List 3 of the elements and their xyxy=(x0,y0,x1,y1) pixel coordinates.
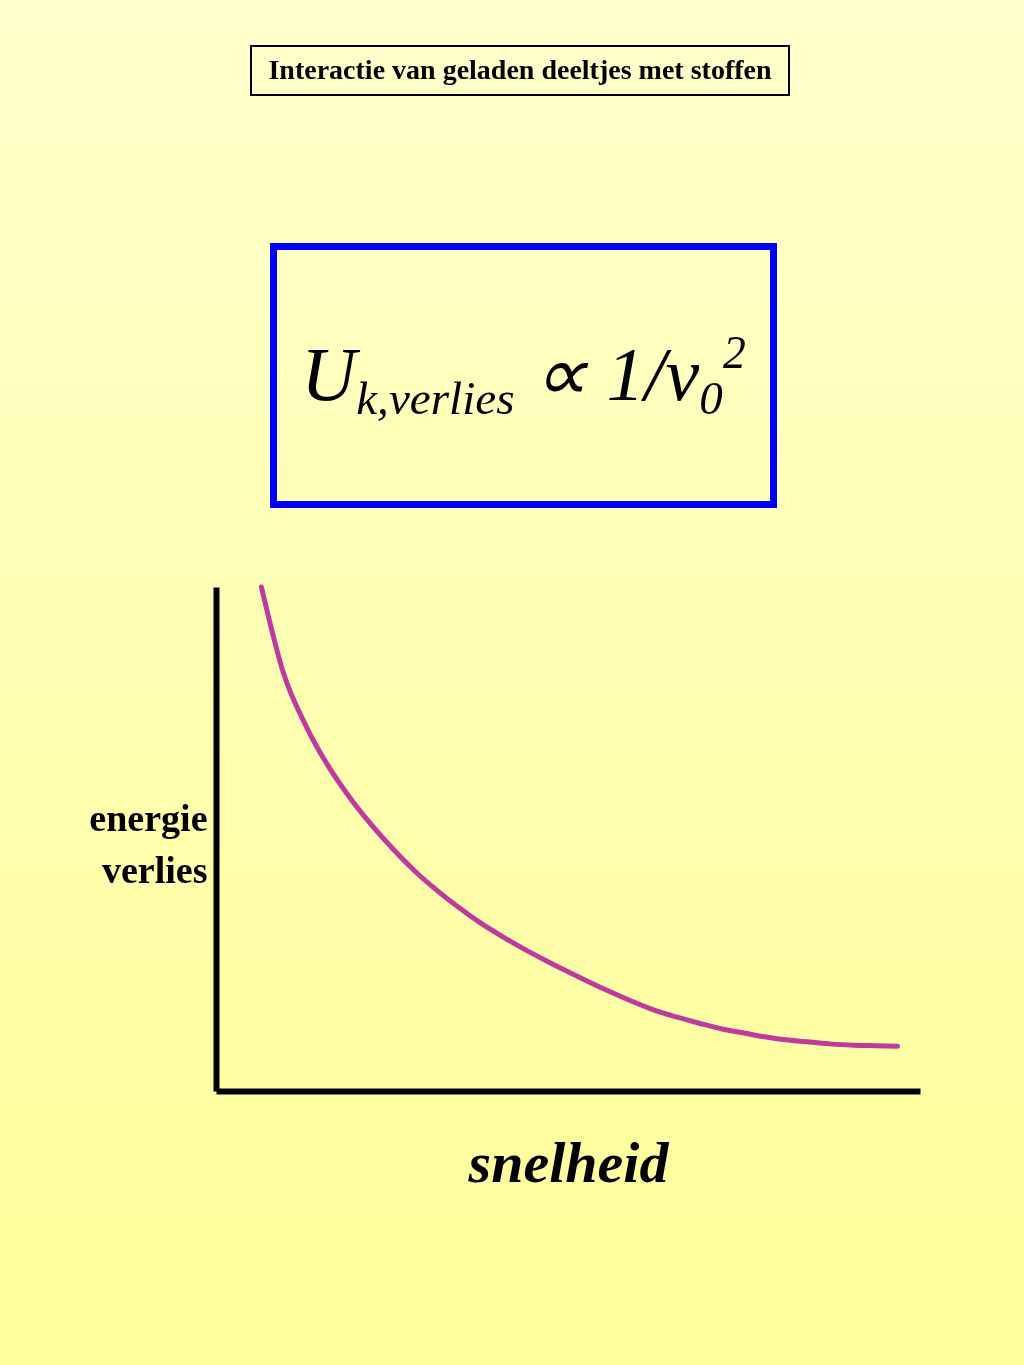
x-axis-title: snelheid xyxy=(467,1129,670,1195)
y-axis-title: energie verlies xyxy=(89,796,208,891)
chart-title: Interactie van geladen deeltjes met stoffen xyxy=(268,54,772,86)
